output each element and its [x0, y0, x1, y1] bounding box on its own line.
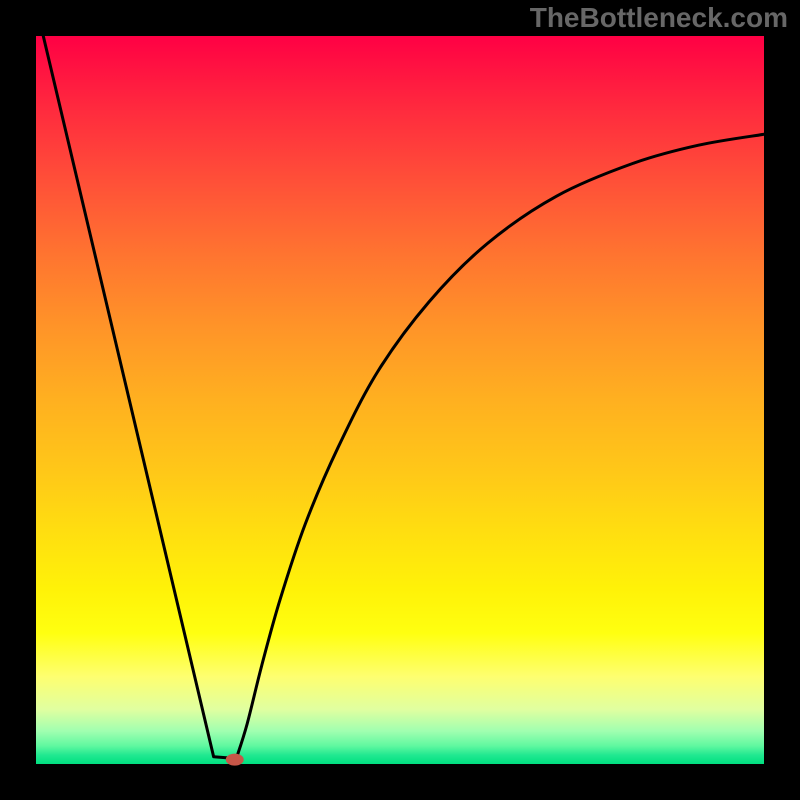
- plot-background: [36, 36, 764, 764]
- chart-svg: [0, 0, 800, 800]
- chart-container: TheBottleneck.com: [0, 0, 800, 800]
- watermark-text: TheBottleneck.com: [530, 2, 788, 34]
- minimum-marker: [226, 754, 244, 766]
